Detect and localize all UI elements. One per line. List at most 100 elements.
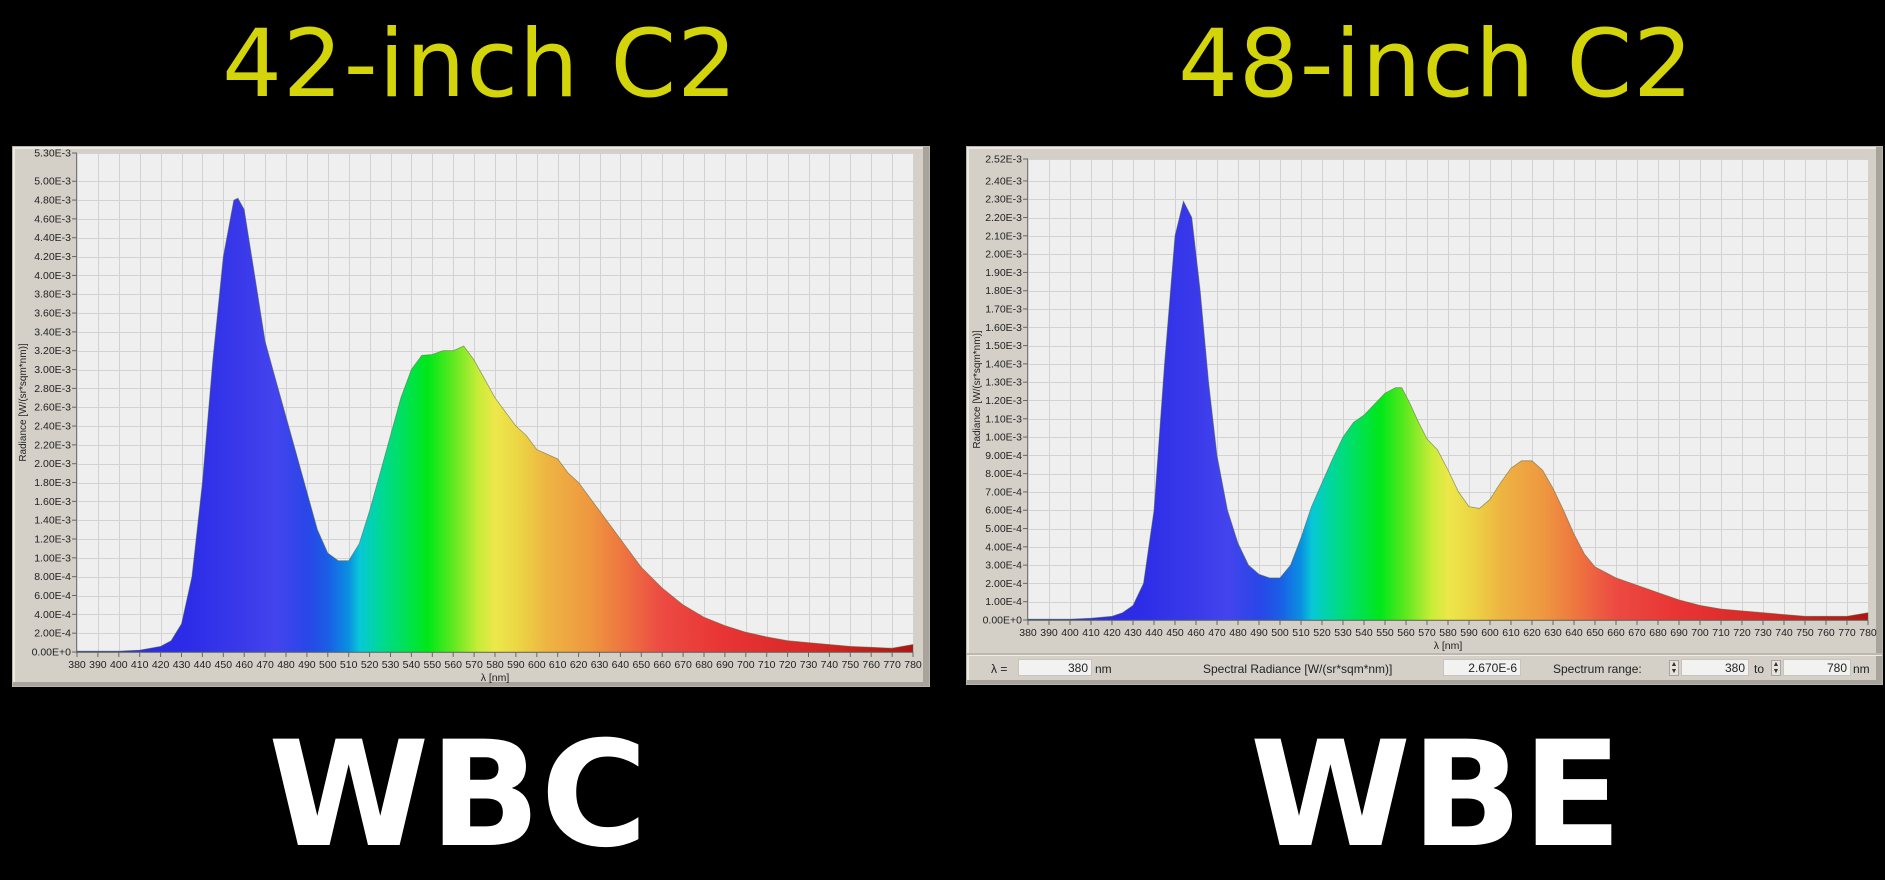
x-tick-label: 570 <box>465 659 483 671</box>
x-tick-label: 410 <box>131 659 149 671</box>
x-tick-label: 760 <box>1817 627 1835 639</box>
x-tick-label: 730 <box>1754 627 1772 639</box>
y-tick-label: 1.00E-4 <box>985 596 1022 608</box>
x-tick-label: 460 <box>1187 627 1205 639</box>
x-tick-label: 440 <box>1145 627 1163 639</box>
x-tick-label: 610 <box>1502 627 1520 639</box>
x-tick-label: 410 <box>1082 627 1100 639</box>
x-tick-label: 550 <box>1376 627 1394 639</box>
x-tick-label: 700 <box>737 659 755 671</box>
status-bar: λ = 380 nm Spectral Radiance [W/(sr*sqm*… <box>967 653 1882 685</box>
x-tick-label: 740 <box>1775 627 1793 639</box>
x-tick-label: 760 <box>862 659 880 671</box>
x-tick-label: 710 <box>1712 627 1730 639</box>
x-tick-label: 690 <box>716 659 734 671</box>
x-tick-label: 770 <box>1838 627 1856 639</box>
range-to-spinner[interactable]: ▲ ▼ <box>1771 660 1781 676</box>
y-tick-label: 1.40E-3 <box>34 515 71 527</box>
spin-down-icon[interactable]: ▼ <box>1772 668 1780 675</box>
y-tick-label: 1.10E-3 <box>985 413 1022 425</box>
y-tick-label: 3.40E-3 <box>34 326 71 338</box>
y-tick-label: 8.00E-4 <box>985 468 1022 480</box>
x-tick-label: 420 <box>152 659 170 671</box>
spin-up-icon[interactable]: ▲ <box>1670 661 1678 668</box>
x-tick-label: 530 <box>1334 627 1352 639</box>
x-tick-label: 670 <box>1628 627 1646 639</box>
y-tick-label: 2.40E-3 <box>34 421 71 433</box>
y-tick-label: 2.10E-3 <box>985 230 1022 242</box>
spin-down-icon[interactable]: ▼ <box>1670 668 1678 675</box>
x-tick-label: 600 <box>1481 627 1499 639</box>
x-tick-label: 640 <box>1565 627 1583 639</box>
y-tick-label: 4.00E-3 <box>34 270 71 282</box>
range-to-input[interactable]: 780 <box>1783 659 1851 676</box>
x-tick-label: 640 <box>612 659 630 671</box>
x-tick-label: 400 <box>110 659 128 671</box>
x-tick-label: 620 <box>1523 627 1541 639</box>
x-axis-label: λ [nm] <box>481 672 510 684</box>
y-tick-label: 2.20E-3 <box>985 212 1022 224</box>
right-spectrum-chart: 0.00E+0 1.00E-4 2.00E-4 3.00E-4 4.00E-4 5.00E… <box>972 154 1877 653</box>
x-tick-label: 780 <box>1859 627 1877 639</box>
y-tick-label: 2.20E-3 <box>34 439 71 451</box>
x-tick-label: 540 <box>1355 627 1373 639</box>
y-tick-label: 4.80E-3 <box>34 195 71 207</box>
spin-up-icon[interactable]: ▲ <box>1772 661 1780 668</box>
y-tick-label: 0.00E+0 <box>983 615 1023 627</box>
x-tick-label: 660 <box>653 659 671 671</box>
x-tick-label: 680 <box>695 659 713 671</box>
x-tick-label: 690 <box>1670 627 1688 639</box>
left-caption: WBC <box>268 710 648 880</box>
y-tick-label: 4.20E-3 <box>34 251 71 263</box>
lambda-label: λ = <box>991 662 1008 676</box>
y-tick-label: 1.00E-3 <box>985 432 1022 444</box>
x-tick-label: 600 <box>528 659 546 671</box>
range-to-label: to <box>1754 662 1765 676</box>
y-tick-label: 1.80E-3 <box>985 285 1022 297</box>
x-tick-label: 490 <box>298 659 316 671</box>
x-tick-label: 390 <box>1040 627 1058 639</box>
x-tick-label: 420 <box>1103 627 1121 639</box>
y-tick-label: 1.20E-3 <box>985 395 1022 407</box>
x-tick-label: 480 <box>1229 627 1247 639</box>
left-chart-title: 42-inch C2 <box>222 10 738 119</box>
x-tick-label: 440 <box>194 659 212 671</box>
x-axis-label: λ [nm] <box>1434 640 1463 652</box>
lambda-input[interactable]: 380 <box>1018 659 1092 676</box>
range-unit: nm <box>1853 662 1870 676</box>
x-tick-label: 750 <box>1796 627 1814 639</box>
x-tick-label: 470 <box>1208 627 1226 639</box>
range-from-spinner[interactable]: ▲ ▼ <box>1669 660 1679 676</box>
x-tick-label: 590 <box>507 659 525 671</box>
left-spectrum-chart: 0.00E+0 2.00E-4 4.00E-4 6.00E-4 8.00E-4 1.00E… <box>18 148 922 685</box>
x-tick-label: 630 <box>1544 627 1562 639</box>
x-tick-label: 480 <box>277 659 295 671</box>
x-tick-label: 610 <box>549 659 567 671</box>
y-tick-label: 5.30E-3 <box>34 148 71 160</box>
y-tick-label: 3.00E-3 <box>34 364 71 376</box>
y-tick-label: 8.00E-4 <box>34 571 71 583</box>
x-tick-label: 580 <box>1439 627 1457 639</box>
y-tick-label: 2.60E-3 <box>34 402 71 414</box>
x-tick-label: 540 <box>403 659 421 671</box>
y-tick-label: 9.00E-4 <box>985 450 1022 462</box>
x-tick-label: 720 <box>779 659 797 671</box>
x-tick-label: 400 <box>1061 627 1079 639</box>
right-chart-title: 48-inch C2 <box>1178 10 1694 119</box>
left-spectrum-panel: 0.00E+0 2.00E-4 4.00E-4 6.00E-4 8.00E-4 1.00E… <box>12 146 930 687</box>
y-tick-label: 1.30E-3 <box>985 377 1022 389</box>
y-tick-label: 4.60E-3 <box>34 213 71 225</box>
y-tick-label: 2.00E-3 <box>34 458 71 470</box>
lambda-unit: nm <box>1095 662 1112 676</box>
x-tick-label: 750 <box>842 659 860 671</box>
y-tick-label: 3.00E-4 <box>985 560 1022 572</box>
x-tick-label: 780 <box>904 659 922 671</box>
y-tick-label: 2.00E-4 <box>34 628 71 640</box>
x-tick-label: 430 <box>1124 627 1142 639</box>
y-tick-label: 2.00E-4 <box>985 578 1022 590</box>
y-tick-label: 1.20E-3 <box>34 534 71 546</box>
range-from-input[interactable]: 380 <box>1681 659 1749 676</box>
y-tick-label: 2.52E-3 <box>985 154 1022 166</box>
y-tick-label: 1.00E-3 <box>34 552 71 564</box>
x-tick-label: 770 <box>883 659 901 671</box>
